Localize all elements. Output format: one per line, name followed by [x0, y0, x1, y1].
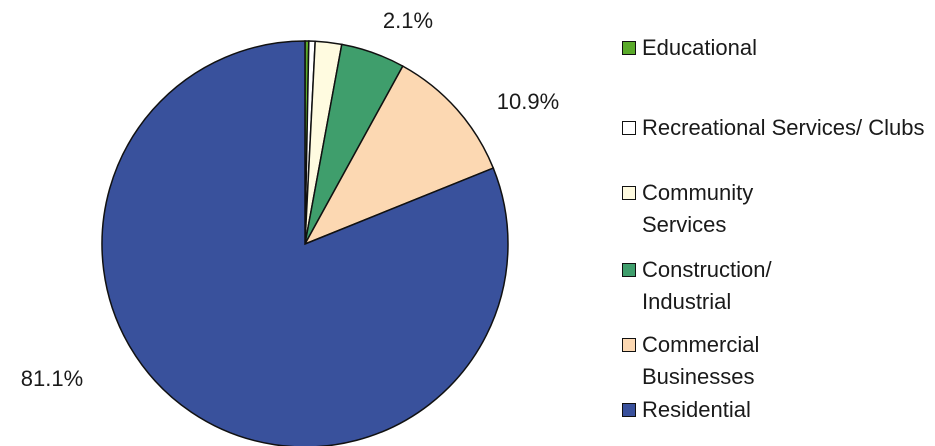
- legend-item: Community Services: [620, 177, 802, 241]
- legend-label: Recreational Services/ Clubs: [642, 115, 925, 140]
- legend-label: Community Services: [642, 180, 754, 237]
- legend-label: Educational: [642, 35, 757, 60]
- legend-item: Commercial Businesses: [620, 329, 802, 393]
- legend-item: Residential: [620, 394, 802, 426]
- legend-item: Construction/ Industrial: [620, 254, 802, 318]
- data-label: 2.1%: [383, 8, 433, 33]
- pie-slice: [101, 40, 509, 446]
- legend-swatch: [622, 403, 636, 417]
- data-label: 81.1%: [21, 366, 83, 391]
- legend-item: Recreational Services/ Clubs: [620, 112, 935, 144]
- legend-label: Residential: [642, 397, 751, 422]
- legend-swatch: [622, 41, 636, 55]
- legend-label: Commercial Businesses: [642, 332, 760, 389]
- pie-slice: [303, 65, 495, 246]
- legend-swatch: [622, 186, 636, 200]
- legend-item: Educational: [620, 32, 802, 64]
- legend-swatch: [622, 121, 636, 135]
- legend-swatch: [622, 263, 636, 277]
- legend-swatch: [622, 338, 636, 352]
- legend-label: Construction/ Industrial: [642, 257, 772, 314]
- data-label: 10.9%: [497, 89, 559, 114]
